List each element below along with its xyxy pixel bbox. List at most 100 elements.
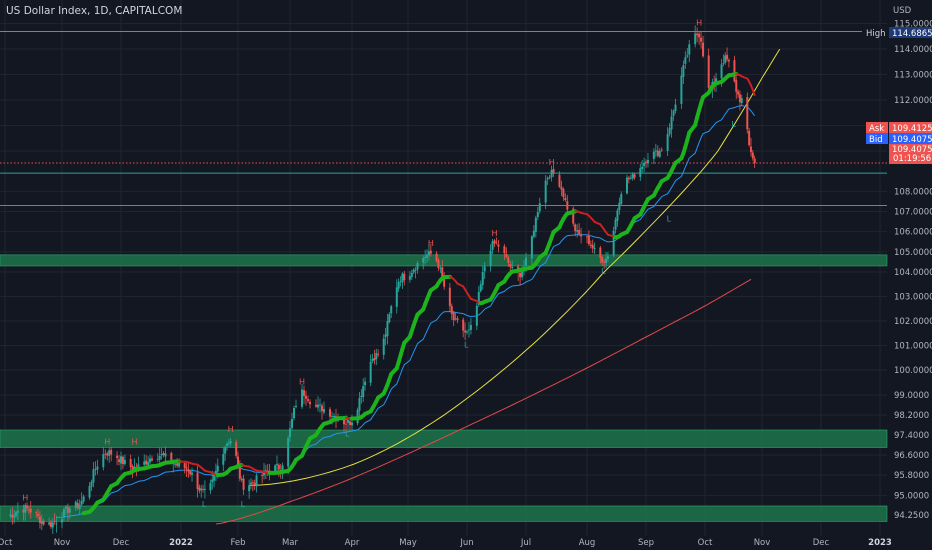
candle-body [102, 454, 105, 468]
candle-body [293, 408, 295, 419]
bid-tag-label: Bid [869, 135, 883, 145]
time-axis[interactable]: Oct Nov Dec 2022 Feb Mar Apr May Jun Jul Aug Sep Oct… [0, 538, 892, 548]
candle-body [358, 398, 361, 411]
x-tick-label: Aug [579, 538, 596, 548]
candle-body [369, 361, 372, 383]
ask-tag-bg [889, 122, 932, 133]
candle-body [291, 418, 293, 429]
swing-high-marker: H [132, 438, 138, 447]
candle-body [13, 515, 16, 518]
candle-body [92, 469, 95, 483]
candle-body [104, 453, 107, 455]
candle-body [360, 395, 363, 398]
candle-body [481, 272, 484, 286]
candle-body [176, 463, 179, 466]
candle-body [720, 64, 723, 79]
candle-body [150, 458, 153, 461]
candle-body [16, 510, 19, 513]
candle-body [158, 455, 161, 460]
candle-body [62, 509, 65, 518]
swing-high-marker: H [696, 19, 702, 28]
swing-high-marker: H [22, 494, 28, 503]
candle-body [251, 482, 254, 484]
candle-body [191, 472, 194, 475]
candle-body [532, 230, 535, 237]
candle-body [748, 130, 751, 146]
candle-body [606, 256, 609, 259]
candle-body [26, 505, 29, 508]
candle-body [733, 60, 736, 82]
candle-body [237, 456, 239, 466]
y-tick-label: 96.6000 [894, 451, 929, 461]
candle-body [666, 134, 669, 152]
candle-body [347, 419, 349, 423]
candle-body [658, 150, 661, 157]
candle-body [214, 470, 217, 476]
candle-body [670, 116, 673, 130]
trend-curve [249, 48, 781, 486]
candle-body [345, 423, 347, 425]
candle-body [121, 456, 124, 464]
x-tick-label: Feb [230, 538, 245, 548]
x-tick-label: Nov [754, 538, 771, 548]
candle-body [550, 169, 553, 178]
candle-body [552, 168, 555, 174]
candle-body [633, 174, 636, 178]
trendline-group [249, 48, 781, 486]
candle-body [78, 504, 81, 510]
candle-body [24, 505, 27, 513]
candle-body [580, 234, 583, 237]
ema-slow-line [215, 278, 752, 525]
y-tick-label: 100.0000 [894, 366, 932, 376]
candle-body [587, 235, 590, 245]
candle-body [261, 475, 264, 476]
candle-body [412, 269, 415, 273]
swing-high-marker: H [299, 378, 305, 387]
y-tick-label: 114.0000 [894, 45, 932, 55]
candle-body [364, 381, 367, 386]
candle-body [281, 465, 284, 472]
swing-high-marker: H [228, 425, 234, 434]
candle-body [578, 229, 581, 235]
candle-body [443, 277, 446, 287]
candle-body [491, 241, 494, 251]
candle-body [603, 261, 606, 263]
candle-body [408, 276, 411, 280]
candle-body [737, 91, 740, 95]
candle-body [403, 273, 406, 281]
candle-body [416, 263, 419, 270]
currency-label: USD [893, 6, 912, 16]
candle-body [131, 466, 134, 470]
candle-body [475, 305, 478, 326]
candle-body [384, 334, 387, 338]
candle-body [572, 208, 575, 224]
candle-body [187, 469, 190, 472]
candle-body [437, 260, 440, 268]
ribbon-segment [456, 282, 465, 288]
candle-body [55, 523, 58, 525]
x-tick-label: 2023 [868, 538, 892, 548]
swing-low-marker: L [464, 340, 469, 349]
y-tick-label: 97.4000 [894, 431, 929, 441]
candle-body [74, 501, 77, 508]
candle-body [441, 267, 444, 278]
candle-body [61, 519, 63, 523]
candle-body [133, 466, 136, 469]
candle-body [509, 263, 512, 267]
last-price-tag-bg [889, 144, 932, 164]
candle-body [27, 509, 30, 511]
candle-body [266, 470, 269, 472]
x-tick-label: Nov [54, 538, 71, 548]
candle-body [349, 421, 351, 425]
y-tick-label: 107.0000 [894, 208, 932, 218]
candle-body [351, 422, 353, 426]
candle-body [108, 450, 111, 456]
candle-body [715, 78, 718, 84]
candle-body [593, 248, 596, 250]
candle-body [174, 463, 177, 465]
ema-fast-group [56, 105, 756, 518]
ask-tag-label: Ask [869, 124, 884, 134]
candle-body [263, 470, 265, 476]
candle-body [96, 466, 99, 470]
